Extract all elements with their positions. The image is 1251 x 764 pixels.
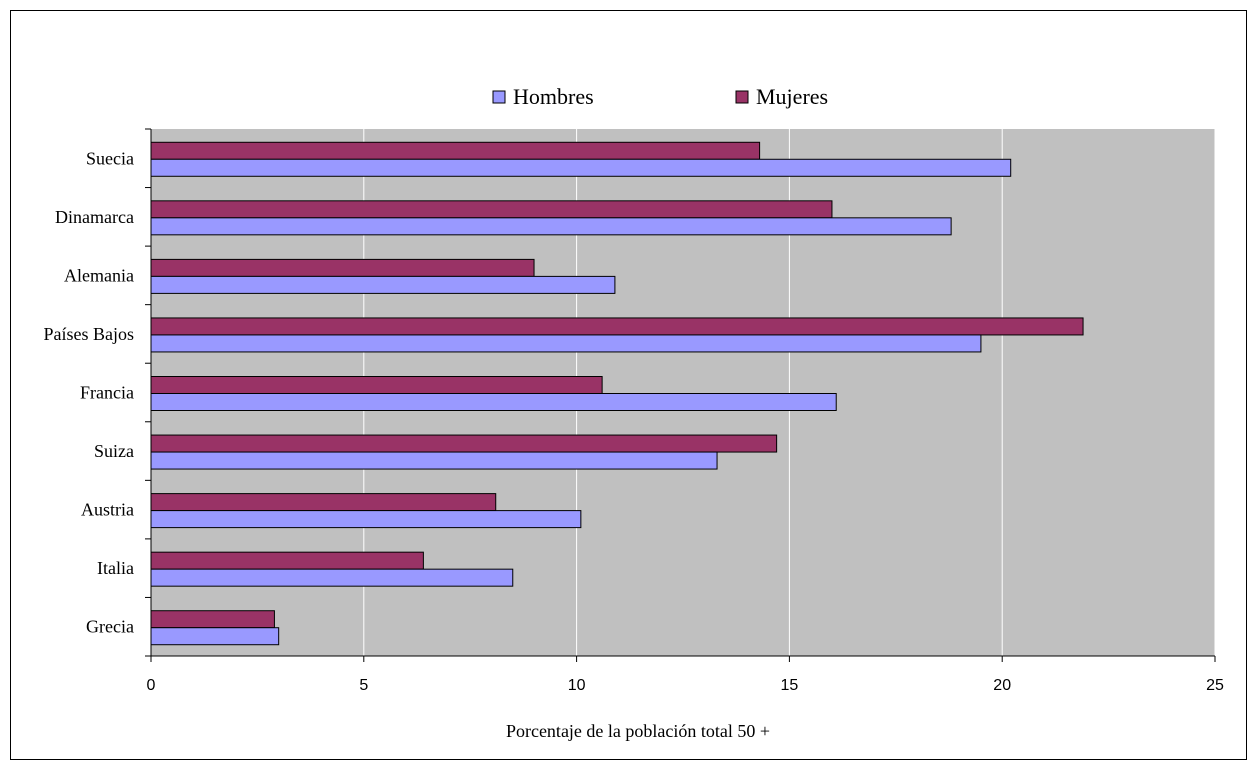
bar-chart: Hombres Mujeres Suecia Dinamarca Alemania Pa… xyxy=(43,84,1224,741)
x-tick-label-15: 15 xyxy=(781,677,799,694)
category-label-7: Italia xyxy=(97,558,134,578)
category-label-6: Austria xyxy=(81,500,134,520)
category-label-4: Francia xyxy=(80,383,134,403)
legend-swatch-mujeres xyxy=(735,90,749,104)
x-tick-label-25: 25 xyxy=(1206,677,1224,694)
legend-label-hombres: Hombres xyxy=(513,84,594,109)
x-axis-label: Porcentaje de la población total 50 + xyxy=(506,721,770,741)
bar-mujeres-1 xyxy=(150,200,833,219)
x-tick-label-0: 0 xyxy=(147,677,156,694)
category-label-3: Países Bajos xyxy=(43,324,134,344)
x-tick-labels: 0 5 10 15 20 25 xyxy=(147,677,1224,694)
bar-mujeres-4 xyxy=(150,376,603,394)
bars xyxy=(150,141,1084,646)
chart-frame: Hombres Mujeres Suecia Dinamarca Alemania Pa… xyxy=(10,10,1247,760)
bar-hombres-6 xyxy=(150,510,582,529)
x-tick-label-5: 5 xyxy=(359,677,368,694)
bar-hombres-1 xyxy=(150,217,952,236)
x-tick-label-10: 10 xyxy=(568,677,586,694)
category-label-1: Dinamarca xyxy=(55,207,134,227)
bar-mujeres-7 xyxy=(150,551,424,570)
bar-mujeres-0 xyxy=(150,141,761,160)
category-labels: Suecia Dinamarca Alemania Países Bajos Franc… xyxy=(43,148,134,636)
axes xyxy=(145,128,1216,662)
bar-hombres-7 xyxy=(150,568,514,587)
bar-mujeres-2 xyxy=(150,258,535,277)
bar-hombres-3 xyxy=(150,334,982,353)
category-label-5: Suiza xyxy=(94,441,134,461)
bar-hombres-5 xyxy=(150,451,718,470)
bar-hombres-4 xyxy=(150,393,837,411)
bar-mujeres-6 xyxy=(150,493,497,512)
bar-mujeres-8 xyxy=(150,610,275,629)
category-label-0: Suecia xyxy=(86,148,134,168)
legend-swatch-hombres xyxy=(492,90,506,104)
legend-label-mujeres: Mujeres xyxy=(756,84,828,109)
bar-mujeres-5 xyxy=(150,434,778,453)
bar-hombres-2 xyxy=(150,275,616,294)
category-label-8: Grecia xyxy=(86,617,134,637)
category-label-2: Alemania xyxy=(64,265,134,285)
bar-hombres-8 xyxy=(150,627,280,646)
bar-mujeres-3 xyxy=(150,317,1084,336)
x-tick-label-20: 20 xyxy=(993,677,1011,694)
legend: Hombres Mujeres xyxy=(492,84,828,109)
bar-hombres-0 xyxy=(150,158,1012,177)
